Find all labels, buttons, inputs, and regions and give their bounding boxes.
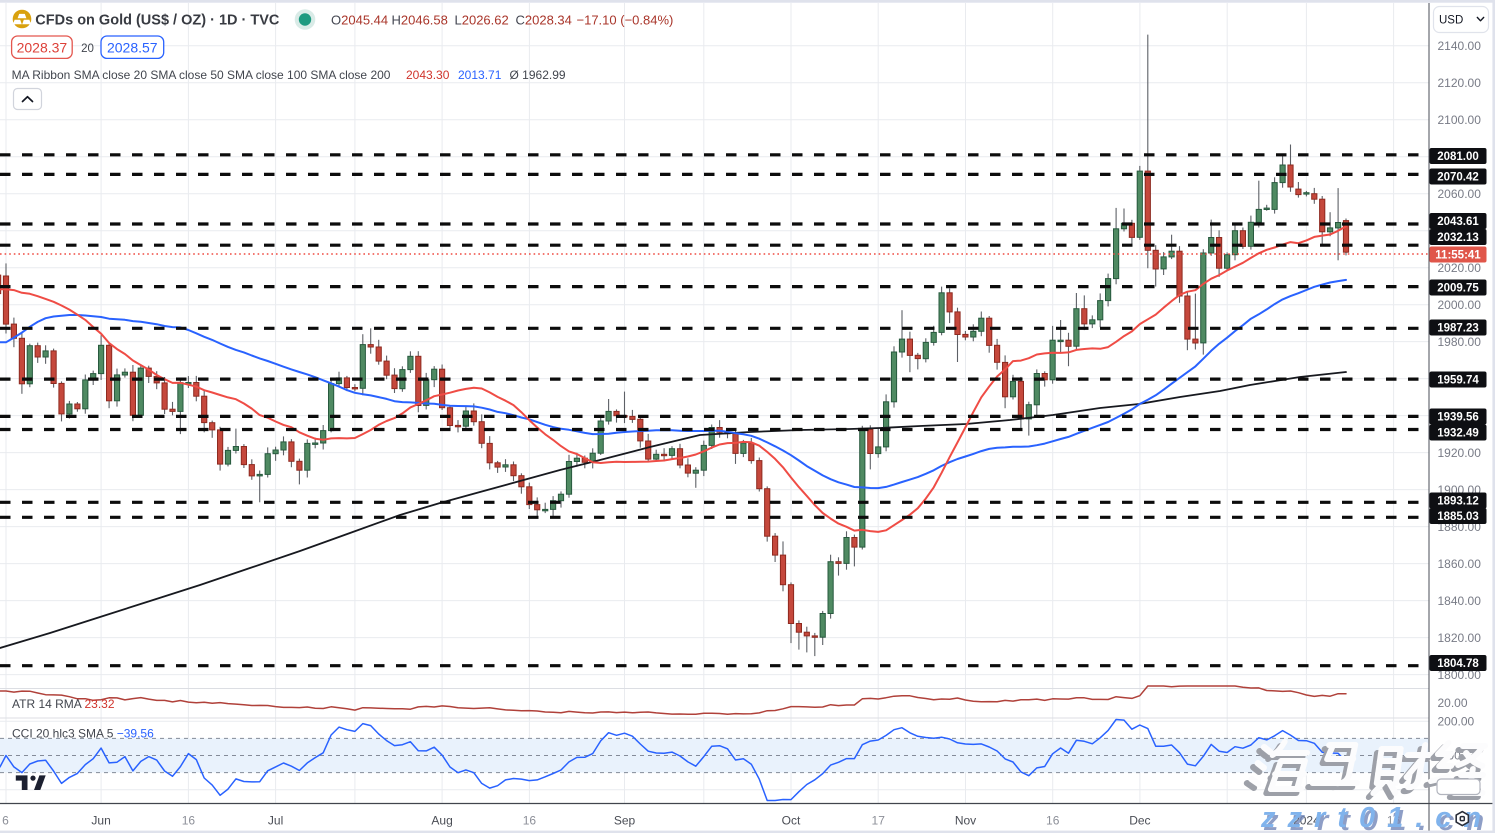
- svg-text:2140.00: 2140.00: [1438, 39, 1482, 53]
- svg-text:1893.12: 1893.12: [1437, 496, 1479, 508]
- svg-text:USD: USD: [1439, 15, 1463, 27]
- svg-text:2028.37: 2028.37: [17, 39, 68, 55]
- svg-text:1820.00: 1820.00: [1438, 631, 1482, 645]
- svg-text:11:55:41: 11:55:41: [1435, 250, 1481, 262]
- svg-text:Nov: Nov: [955, 814, 976, 828]
- svg-text:6: 6: [2, 814, 9, 828]
- svg-text:1959.74: 1959.74: [1437, 375, 1479, 387]
- svg-text:20: 20: [81, 43, 94, 55]
- svg-text:2028.57: 2028.57: [107, 39, 158, 55]
- svg-text:MA Ribbon SMA close 20 SMA clo: MA Ribbon SMA close 20 SMA close 50 SMA …: [12, 68, 566, 82]
- svg-text:2020.00: 2020.00: [1438, 261, 1482, 275]
- svg-text:16: 16: [1046, 814, 1060, 828]
- svg-text:1987.23: 1987.23: [1437, 323, 1479, 335]
- svg-text:CFDs on Gold (US$ / OZ) · 1D ·: CFDs on Gold (US$ / OZ) · 1D · TVC: [35, 12, 280, 28]
- svg-text:2043.61: 2043.61: [1437, 216, 1479, 228]
- svg-text:1932.49: 1932.49: [1437, 428, 1479, 440]
- svg-text:Aug: Aug: [431, 814, 452, 828]
- svg-text:1980.00: 1980.00: [1438, 335, 1482, 349]
- svg-text:1920.00: 1920.00: [1438, 446, 1482, 460]
- svg-text:20.00: 20.00: [1438, 696, 1468, 710]
- svg-text:1840.00: 1840.00: [1438, 594, 1482, 608]
- svg-text:2009.75: 2009.75: [1437, 283, 1479, 295]
- svg-text:2000.00: 2000.00: [1438, 298, 1482, 312]
- svg-text:2120.00: 2120.00: [1438, 76, 1482, 90]
- svg-text:16: 16: [182, 814, 196, 828]
- svg-text:Oct: Oct: [782, 814, 801, 828]
- svg-text:2060.00: 2060.00: [1438, 187, 1482, 201]
- svg-text:Jun: Jun: [91, 814, 110, 828]
- svg-text:2081.00: 2081.00: [1437, 151, 1479, 163]
- svg-text:CCI 20 hlc3 SMA 5 −39.56: CCI 20 hlc3 SMA 5 −39.56: [12, 727, 154, 741]
- svg-text:1885.03: 1885.03: [1437, 511, 1479, 523]
- svg-text:Jul: Jul: [268, 814, 283, 828]
- svg-text:2070.42: 2070.42: [1437, 172, 1479, 184]
- svg-text:Dec: Dec: [1129, 814, 1150, 828]
- svg-text:1804.78: 1804.78: [1437, 658, 1479, 670]
- svg-text:2100.00: 2100.00: [1438, 113, 1482, 127]
- svg-text:Sep: Sep: [614, 814, 636, 828]
- svg-text:200.00: 200.00: [1438, 715, 1475, 729]
- svg-text:1860.00: 1860.00: [1438, 557, 1482, 571]
- svg-text:2032.13: 2032.13: [1437, 232, 1479, 244]
- svg-text:ATR 14 RMA 23.32: ATR 14 RMA 23.32: [12, 697, 115, 711]
- svg-text:16: 16: [523, 814, 537, 828]
- svg-text:1939.56: 1939.56: [1437, 412, 1479, 424]
- svg-text:17: 17: [872, 814, 886, 828]
